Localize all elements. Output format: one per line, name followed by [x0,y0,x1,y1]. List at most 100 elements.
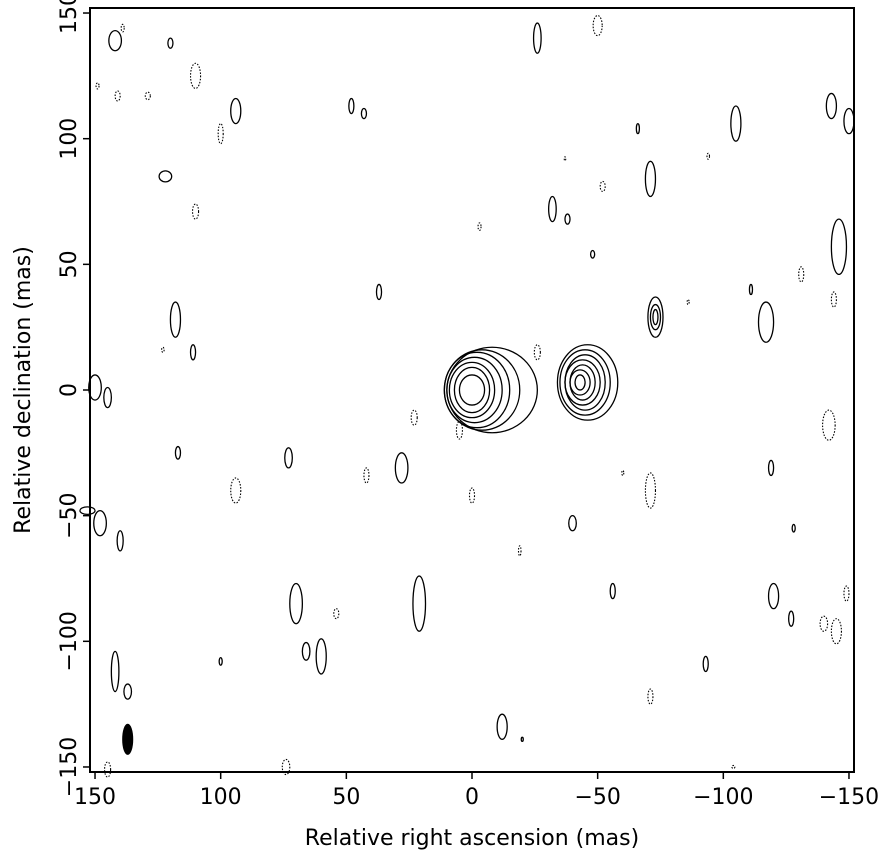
negative-contour-10 [706,152,711,160]
negative-contour-18 [455,420,464,440]
positive-contour-14 [644,160,657,198]
negative-contour-14 [686,298,690,306]
positive-contour-7 [360,107,368,120]
negative-contour-32 [281,758,291,776]
negative-contour-21 [363,467,370,484]
positive-contour-6 [348,97,355,115]
positive-contour-11 [564,213,571,225]
positive-contour-33 [301,641,311,661]
positive-contour-10 [548,195,557,223]
source-1-contour-2 [569,364,596,401]
x-tick-label-0: 150 [74,785,116,810]
x-tick-label-3: 0 [465,785,479,810]
positive-contour-40 [767,582,780,610]
x-tick-label-5: −100 [693,785,753,810]
negative-contour-19 [822,409,836,441]
negative-contour-15 [533,344,541,361]
positive-contour-28 [568,515,577,532]
positive-contour-18 [830,218,848,276]
negative-contour-5 [217,123,224,145]
negative-contour-16 [161,346,165,353]
source-2-contour-1 [649,303,662,331]
y-tick-label-5: −100 [57,611,82,671]
negative-contour-13 [830,291,837,308]
source-1-contour-6 [556,344,619,421]
positive-contour-29 [609,582,616,600]
positive-contour-15 [730,105,742,142]
positive-contour-37 [110,650,120,693]
positive-contour-43 [520,736,524,742]
positive-contour-22 [103,386,113,409]
contour-layer [79,14,855,778]
positive-contour-27 [394,452,409,484]
negative-contour-29 [843,585,850,602]
negative-contour-12 [798,266,805,283]
negative-contour-0 [120,23,125,33]
x-axis-label: Relative right ascension (mas) [305,826,639,851]
beam-ellipse [122,723,134,755]
positive-contour-32 [289,582,304,625]
source-0-contour-6 [446,346,538,434]
positive-contour-5 [230,97,242,125]
positive-contour-38 [123,683,133,700]
source-0-contour-1 [453,366,491,414]
positive-contour-23 [93,509,107,537]
positive-contour-3 [169,301,182,338]
negative-contour-27 [819,615,829,632]
positive-contour-20 [843,107,855,135]
negative-contour-26 [333,608,340,620]
negative-contour-23 [517,545,522,557]
x-axis-ticks: 150 100 50 0 −50 −100 −150 [74,772,879,810]
x-tick-label-4: −50 [574,785,620,810]
positive-contour-34 [315,638,327,675]
y-tick-label-4: −50 [57,492,82,538]
positive-contour-21 [88,374,102,401]
positive-contour-31 [791,523,796,533]
positive-contour-41 [788,610,795,627]
positive-contour-42 [702,655,709,673]
negative-contour-30 [647,688,654,705]
positive-contour-25 [174,445,182,460]
x-tick-label-2: 50 [332,785,360,810]
positive-contour-4 [189,344,197,361]
source-1-contour-1 [569,369,591,396]
source-0-contour-5 [443,349,521,431]
positive-contour-13 [635,122,641,135]
negative-contour-6 [191,203,200,220]
source-0-contour-2 [448,361,496,419]
source-1-contour-5 [559,349,611,416]
positive-contour-12 [589,249,596,259]
negative-contour-7 [592,14,603,37]
negative-contour-31 [731,764,736,770]
negative-contour-1 [189,62,202,89]
positive-contour-39 [496,713,508,740]
positive-contour-26 [284,447,293,469]
source-2-contour-0 [652,308,659,326]
positive-contour-44 [79,506,96,516]
x-tick-label-6: −150 [819,785,879,810]
negative-contour-33 [104,761,112,778]
source-1-contour-0 [574,374,586,391]
negative-contour-3 [95,82,100,90]
source-1-contour-4 [564,354,606,411]
y-axis-ticks: 150 100 50 0 −50 −100 −150 [57,0,90,797]
y-tick-label-0: 150 [57,0,82,34]
negative-contour-8 [599,180,606,193]
positive-contour-0 [108,29,123,52]
y-tick-label-2: 50 [57,250,82,278]
y-axis-label: Relative declination (mas) [11,246,36,534]
source-0-contour-0 [458,374,486,406]
positive-contour-30 [767,459,775,477]
negative-contour-2 [114,90,121,102]
positive-contour-36 [218,657,223,666]
y-tick-label-6: −150 [57,737,82,797]
negative-contour-4 [144,91,151,101]
plot-frame [89,7,855,773]
positive-contour-1 [167,37,174,49]
positive-contour-8 [375,283,383,301]
x-tick-label-1: 100 [200,785,242,810]
negative-contour-17 [410,409,418,426]
source-2-contour-2 [647,296,664,338]
negative-contour-11 [477,222,482,231]
